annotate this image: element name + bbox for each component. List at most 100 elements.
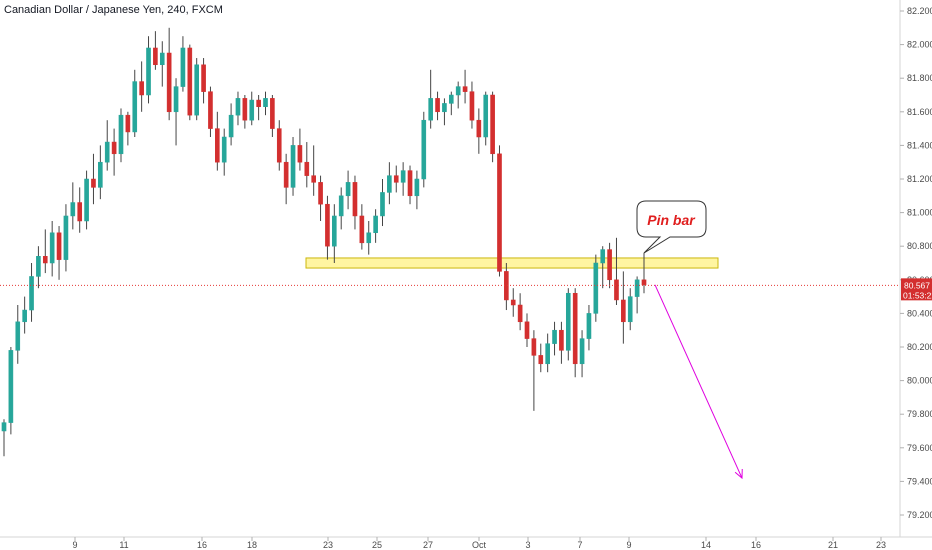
candle-up	[70, 182, 76, 230]
price-axis[interactable]: 82.200 82.000 81.800 81.600 81.400 81.200 81.0…	[899, 0, 932, 537]
candle-body	[393, 175, 399, 183]
candle-down	[91, 153, 96, 205]
time-tick-label: 9	[626, 540, 631, 550]
candle-body	[524, 321, 530, 339]
candle-up	[180, 36, 186, 92]
candle-body	[15, 321, 21, 351]
candle-body	[139, 81, 144, 96]
candle-body	[208, 91, 213, 129]
price-tick-label: 79.600	[907, 443, 932, 453]
candle-body	[153, 47, 158, 66]
time-axis[interactable]: 9 11 16 18 23 25 27 Oct 3 7 9 14 16 21 23	[0, 536, 932, 550]
candle-up	[448, 91, 454, 116]
candle-body	[63, 215, 69, 260]
candle-body	[132, 81, 138, 133]
candle-up	[338, 187, 344, 230]
candle-down	[242, 95, 248, 129]
time-tick-label: 18	[247, 540, 257, 550]
candle-down	[538, 343, 544, 373]
candle-up	[455, 81, 461, 109]
price-tick-label: 80.200	[907, 342, 932, 352]
candle-up	[442, 98, 447, 126]
candle-body	[517, 304, 523, 323]
candle-up	[173, 78, 179, 146]
candle-body	[29, 276, 34, 311]
candle-up	[421, 111, 427, 188]
candle-body	[98, 161, 103, 188]
candle-body	[221, 136, 227, 163]
candle-body	[579, 338, 585, 365]
candle-body	[276, 128, 282, 163]
price-tick-label: 79.200	[907, 510, 932, 520]
time-tick-label: 21	[828, 540, 838, 550]
candle-body	[201, 64, 206, 92]
candle-up	[332, 204, 337, 263]
pin-bar-callout[interactable]: Pin bar	[636, 200, 707, 254]
candle-body	[228, 114, 234, 138]
candle-up	[345, 170, 351, 210]
time-tick-label: 27	[423, 540, 433, 550]
candle-up	[414, 170, 420, 210]
candle-down	[297, 128, 303, 171]
candle-up	[483, 91, 489, 146]
candle-body	[600, 249, 606, 264]
price-tick-label: 82.200	[907, 6, 932, 16]
candle-up	[84, 170, 89, 230]
candle-up	[634, 276, 640, 314]
candle-up	[366, 221, 372, 255]
candle-down	[42, 229, 48, 274]
time-tick-label: 14	[701, 540, 711, 550]
candle-body	[215, 128, 220, 163]
candle-down	[111, 128, 117, 176]
candle-up	[221, 128, 227, 176]
candle-body	[545, 343, 550, 365]
candle-up	[387, 162, 392, 205]
projection-arrowhead	[734, 469, 743, 480]
candle-down	[572, 288, 578, 378]
candle-down	[559, 321, 564, 364]
candle-body	[235, 98, 241, 116]
candle-body	[414, 178, 420, 197]
candle-up	[290, 137, 296, 196]
candle-down	[407, 165, 413, 205]
price-tick-label: 82.000	[907, 40, 932, 50]
price-tick-label: 80.800	[907, 241, 932, 251]
time-tick-label: 16	[751, 540, 761, 550]
candle-body	[490, 94, 495, 155]
candle-body	[42, 256, 48, 264]
time-tick-label: 23	[876, 540, 886, 550]
candle-down	[621, 271, 626, 344]
candle-body	[593, 262, 599, 314]
candle-body	[586, 313, 592, 339]
candle-body	[111, 141, 117, 155]
candle-down	[311, 145, 316, 196]
candle-body	[538, 355, 544, 365]
price-tick-label: 81.800	[907, 73, 932, 83]
price-tick-label: 80.000	[907, 376, 932, 386]
candle-up	[428, 69, 433, 129]
candle-up	[593, 254, 599, 322]
candle-body	[318, 182, 323, 205]
candle-body	[462, 86, 468, 92]
candle-down	[462, 69, 468, 104]
candle-body	[407, 170, 413, 197]
time-tick-label: 9	[72, 540, 77, 550]
candle-body	[187, 47, 193, 116]
candle-body	[607, 249, 612, 281]
candle-up	[249, 91, 255, 126]
candle-body	[634, 279, 640, 297]
candle-body	[166, 52, 172, 113]
candle-down	[607, 242, 612, 289]
candle-down	[352, 175, 358, 230]
candle-down	[201, 58, 206, 104]
candle-up	[36, 246, 41, 289]
candle-body	[345, 182, 351, 197]
candle-body	[531, 338, 537, 356]
candle-up	[29, 263, 34, 322]
time-tick-label: 7	[577, 540, 582, 550]
candle-down	[270, 95, 275, 137]
candle-body	[173, 86, 179, 113]
candle-body	[641, 279, 647, 286]
candle-body	[373, 215, 378, 234]
